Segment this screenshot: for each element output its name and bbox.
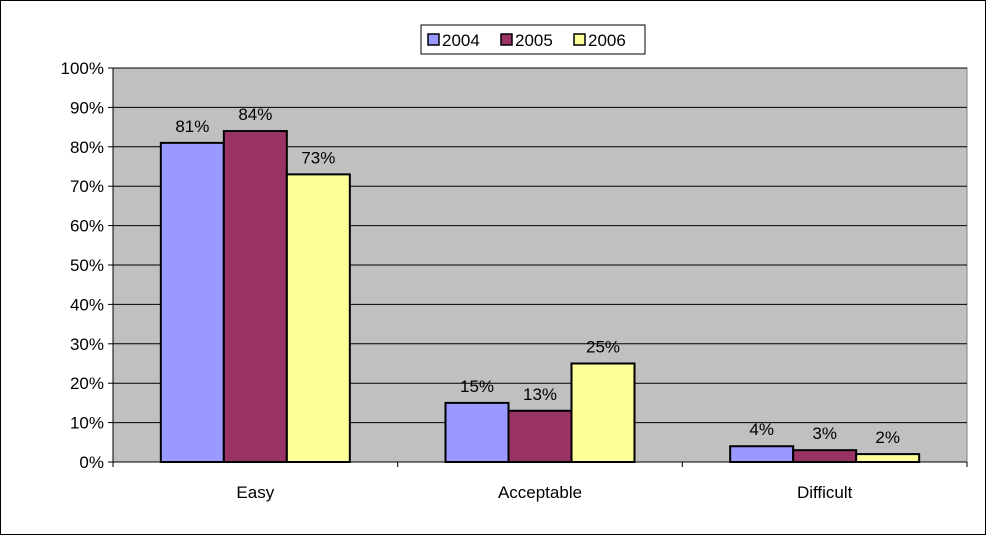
legend-label-2006: 2006: [588, 31, 626, 50]
category-label: Easy: [236, 483, 274, 502]
y-tick-label: 0%: [79, 453, 104, 472]
bar-2005-difficult: [792, 449, 858, 463]
legend-swatch-2006: [573, 33, 586, 46]
y-tick-label: 80%: [70, 138, 104, 157]
data-label-2006-easy: 73%: [301, 148, 335, 167]
y-tick-label: 70%: [70, 177, 104, 196]
category-label: Acceptable: [498, 483, 582, 502]
bar-2006-difficult: [855, 453, 921, 463]
y-tick-label: 100%: [61, 59, 104, 78]
legend-swatch-2005: [500, 33, 513, 46]
legend-label-2005: 2005: [515, 31, 553, 50]
data-label-2005-difficult: 3%: [812, 424, 837, 443]
category-label: Difficult: [797, 483, 853, 502]
bar-2004-acceptable: [444, 401, 510, 463]
data-label-2005-acceptable: 13%: [523, 385, 557, 404]
y-tick-label: 30%: [70, 335, 104, 354]
y-tick-label: 40%: [70, 295, 104, 314]
bar-2004-difficult: [729, 445, 795, 463]
y-tick-label: 90%: [70, 98, 104, 117]
y-tick-label: 50%: [70, 256, 104, 275]
data-label-2004-difficult: 4%: [749, 420, 774, 439]
bar-2005-easy: [222, 130, 288, 463]
data-label-2004-easy: 81%: [175, 117, 209, 136]
bar-2006-acceptable: [570, 362, 636, 463]
data-label-2004-acceptable: 15%: [460, 377, 494, 396]
y-tick-label: 20%: [70, 374, 104, 393]
y-tick-label: 10%: [70, 414, 104, 433]
bar-2005-acceptable: [507, 409, 573, 463]
bar-2004-easy: [159, 141, 225, 464]
legend-label-2004: 2004: [442, 31, 480, 50]
data-label-2006-difficult: 2%: [875, 428, 900, 447]
y-tick-label: 60%: [70, 217, 104, 236]
bar-2006-easy: [285, 173, 351, 463]
data-label-2006-acceptable: 25%: [586, 338, 620, 357]
legend: [420, 24, 646, 55]
legend-swatch-2004: [427, 33, 440, 46]
data-label-2005-easy: 84%: [238, 105, 272, 124]
